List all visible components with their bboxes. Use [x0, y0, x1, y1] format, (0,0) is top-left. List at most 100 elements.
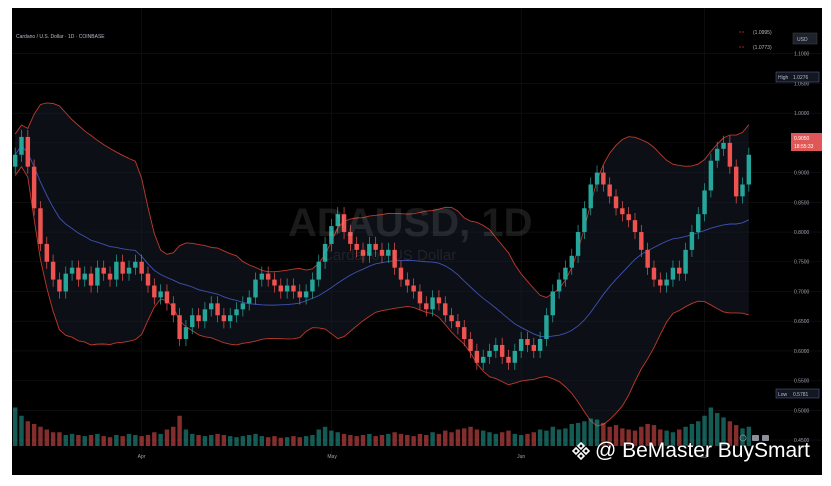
volume-bar	[506, 430, 511, 446]
candle-body	[316, 261, 321, 280]
volume-bar	[310, 435, 315, 446]
volume-bar	[19, 415, 24, 446]
candle-body	[209, 303, 214, 310]
candle-body	[19, 136, 24, 155]
settings-icon[interactable]	[739, 434, 747, 442]
volume-bar	[120, 436, 125, 446]
candle-body	[31, 166, 37, 209]
candle-body	[550, 291, 555, 316]
volume-bar	[152, 432, 157, 446]
y-tick-label: 0.8500	[794, 200, 810, 206]
volume-bar	[575, 422, 581, 446]
scale-toggle-icon[interactable]	[752, 435, 759, 441]
y-tick-label: 1.0500	[794, 81, 810, 87]
candle-body	[537, 339, 543, 351]
volume-bar	[518, 435, 524, 446]
volume-bar	[145, 435, 151, 446]
candle-body	[702, 190, 707, 215]
volume-bar	[582, 421, 587, 446]
svg-text:USD: USD	[797, 37, 808, 43]
candle-body	[613, 196, 619, 209]
chart-tool-icons[interactable]	[739, 434, 769, 442]
candle-body	[487, 350, 492, 357]
candle-body	[354, 243, 359, 250]
volume-bar	[12, 407, 18, 446]
candle-body	[392, 249, 397, 268]
candle-body	[57, 279, 62, 292]
candle-body	[259, 273, 265, 280]
candle-body	[177, 315, 182, 340]
volume-bar	[664, 430, 669, 446]
candle-body	[632, 220, 638, 233]
candle-body	[12, 154, 18, 167]
y-tick-label: 1.0000	[794, 111, 810, 117]
volume-bar	[531, 432, 537, 446]
candle-body	[50, 261, 56, 280]
candle-body	[183, 327, 189, 340]
volume-bar	[133, 435, 138, 446]
volume-bar	[373, 436, 378, 446]
candle-body	[120, 261, 125, 274]
candle-body	[696, 214, 701, 233]
brand-text: @ BeMaster BuySmart	[594, 439, 810, 462]
candle-body	[582, 208, 587, 233]
candle-body	[518, 339, 524, 351]
volume-bar	[733, 425, 739, 446]
volume-bar	[303, 436, 309, 446]
y-tick-label: 0.7500	[794, 260, 810, 266]
svg-text:18:55:33: 18:55:33	[794, 144, 814, 150]
candle-body	[234, 309, 239, 316]
volume-bar	[696, 421, 701, 446]
candle-body	[639, 232, 644, 250]
candle-body	[82, 273, 87, 280]
volume-bar	[405, 435, 410, 446]
volume-bar	[57, 432, 62, 446]
volume-bar	[107, 437, 113, 446]
volume-bar	[379, 435, 385, 446]
candle-body	[733, 166, 739, 197]
y-tick-label: 0.7000	[794, 289, 810, 295]
x-tick-label: May	[327, 454, 337, 460]
candle-body	[588, 184, 593, 209]
currency-button[interactable]: USD	[792, 32, 818, 45]
candle-body	[114, 261, 119, 280]
candle-body	[284, 285, 290, 292]
volume-bar	[196, 435, 201, 446]
volume-bar	[512, 433, 518, 446]
candle-body	[664, 279, 669, 286]
volume-bar	[632, 430, 638, 446]
candle-body	[190, 315, 195, 328]
candle-body	[398, 267, 404, 280]
volume-bar	[354, 436, 359, 446]
volume-bar	[702, 415, 707, 446]
candle-body	[265, 273, 271, 280]
volume-bar	[386, 433, 391, 446]
candle-body	[626, 214, 631, 221]
candle-body	[727, 142, 733, 167]
volume-bar	[721, 417, 726, 446]
volume-bar	[284, 437, 290, 446]
candle-body	[101, 267, 106, 274]
candle-body	[563, 267, 568, 280]
auto-scale-icon[interactable]	[762, 435, 769, 441]
volume-bar	[727, 421, 733, 446]
candle-body	[436, 297, 442, 304]
watermark-name: Cardano / US Dollar	[322, 247, 456, 264]
candle-body	[329, 226, 334, 244]
candle-body	[253, 279, 258, 298]
candle-body	[158, 291, 163, 298]
candle-body	[670, 267, 676, 280]
candle-body	[196, 315, 201, 322]
candle-body	[708, 160, 714, 191]
volume-bar	[480, 430, 486, 446]
volume-bar	[411, 436, 416, 446]
volume-bar	[601, 422, 606, 446]
candle-body	[215, 303, 220, 316]
candle-body	[202, 309, 208, 322]
candle-body	[63, 273, 68, 292]
volume-bar	[620, 428, 625, 446]
candle-body	[133, 261, 138, 268]
volume-bar	[316, 429, 321, 446]
volume-bar	[272, 436, 277, 446]
y-tick-label: 0.4500	[794, 438, 810, 444]
